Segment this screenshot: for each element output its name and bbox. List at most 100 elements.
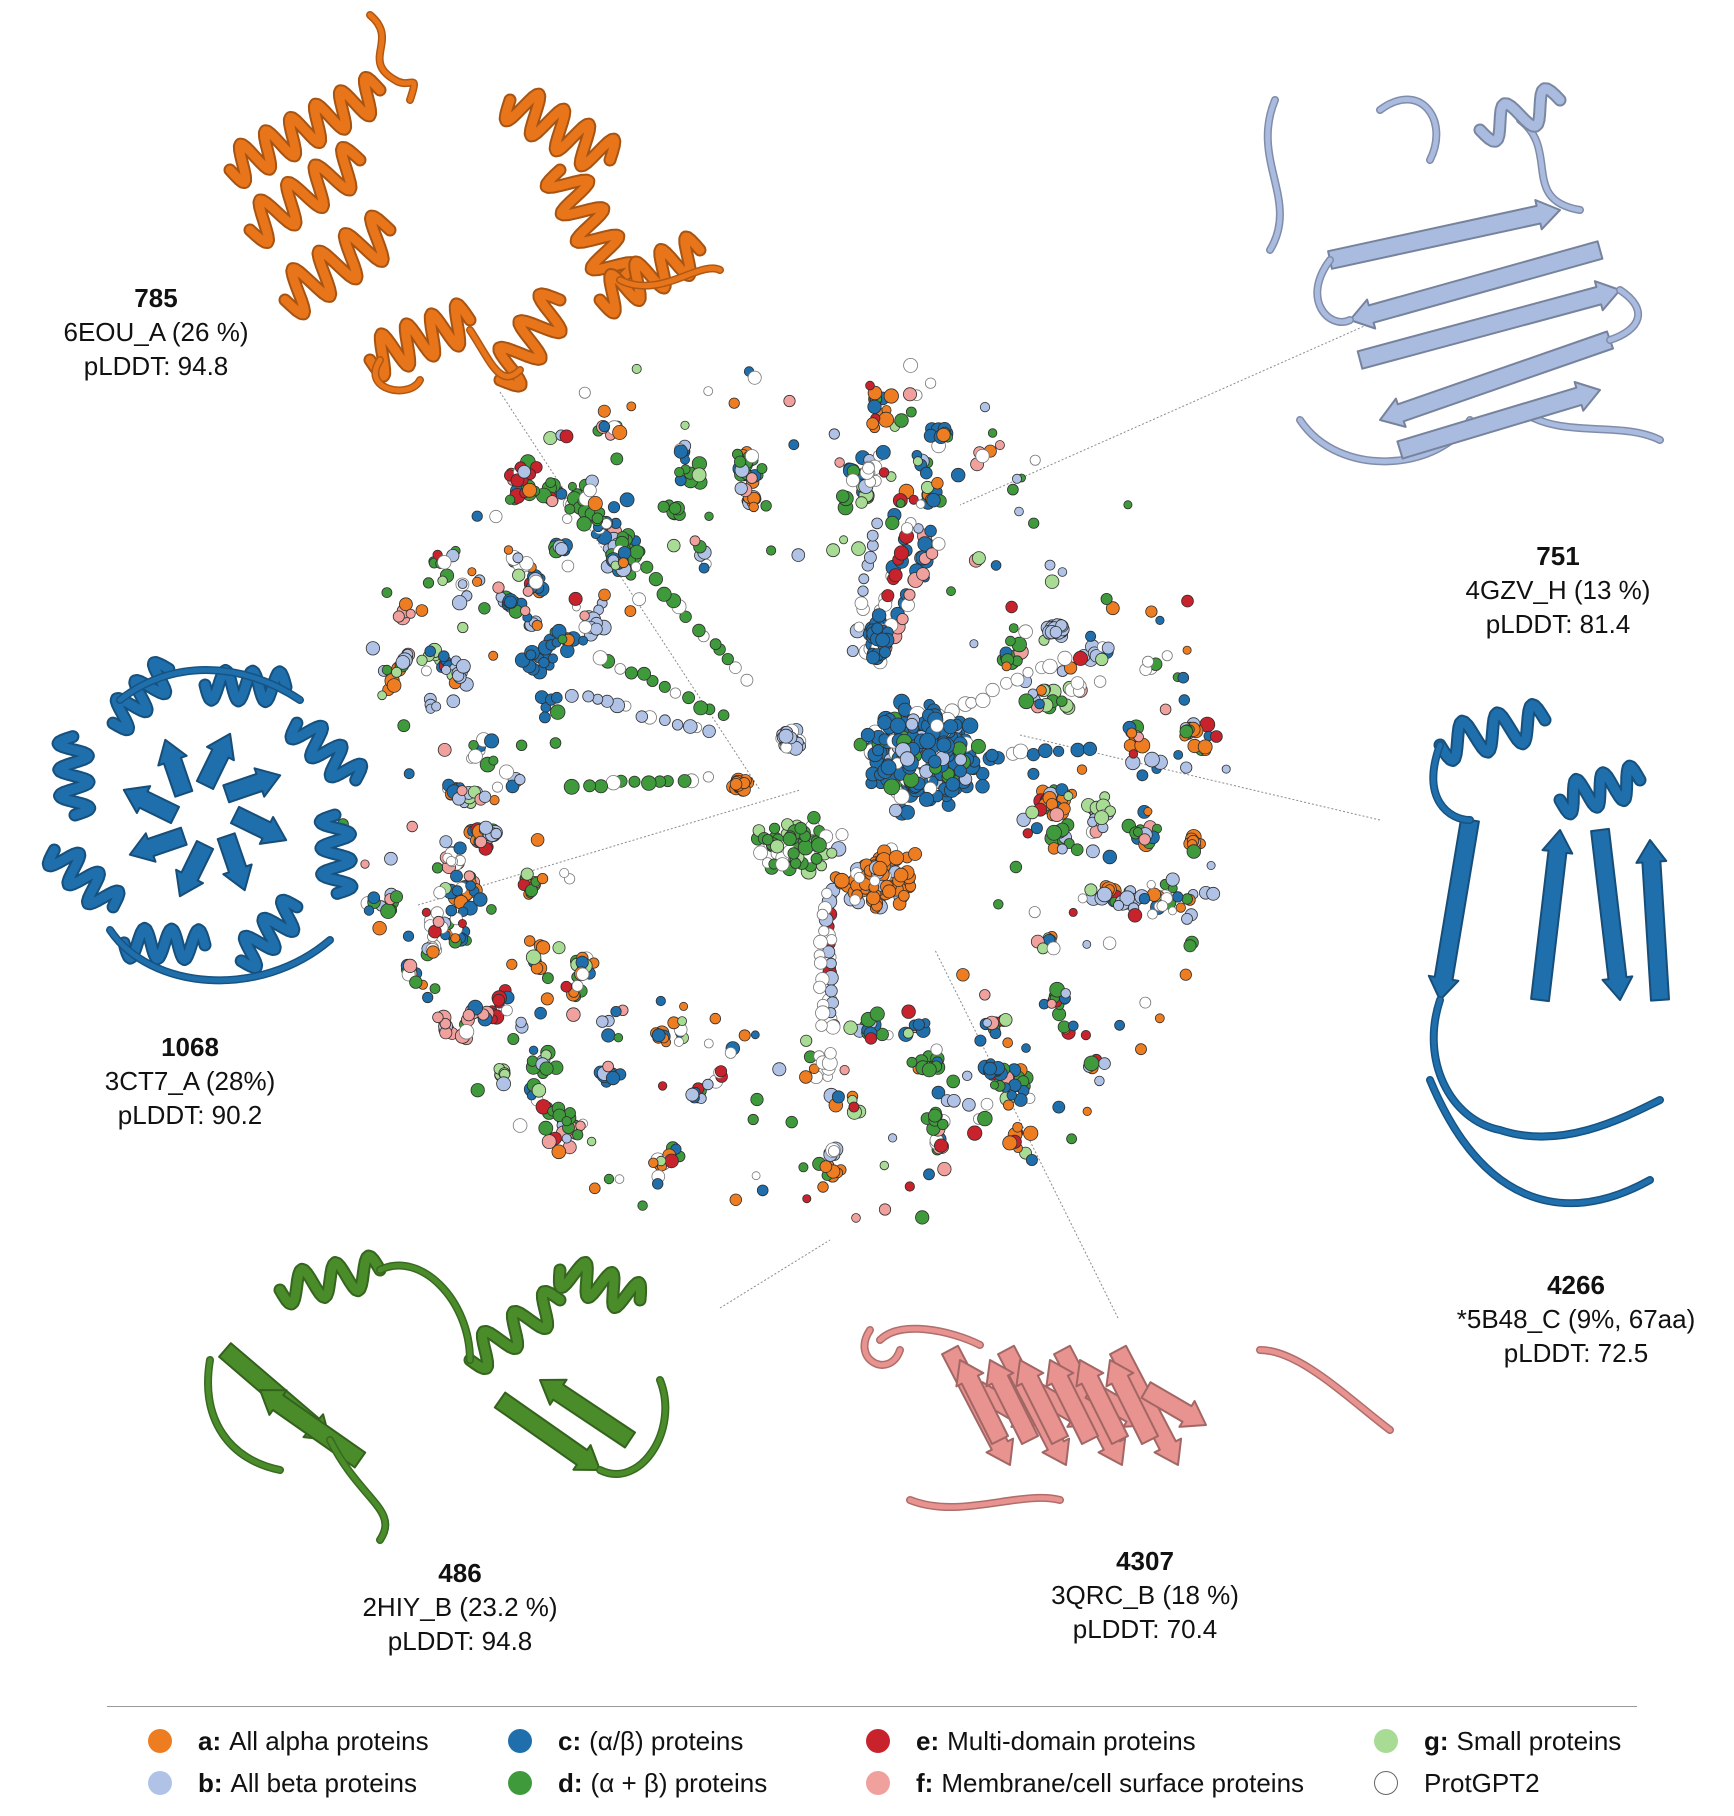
network-node (652, 1178, 664, 1190)
network-node (1139, 996, 1152, 1009)
network-node (888, 850, 905, 866)
network-node (1182, 645, 1192, 655)
annotation-id: 486 (438, 1558, 482, 1588)
network-node (787, 847, 800, 860)
network-node (547, 653, 559, 664)
network-node (871, 622, 884, 635)
network-node (1049, 807, 1065, 822)
network-node (872, 744, 885, 757)
network-node (1003, 1099, 1015, 1111)
network-node (703, 386, 714, 397)
network-node (826, 847, 838, 859)
network-node (429, 983, 441, 994)
network-node (961, 717, 979, 734)
beta-strand-arrow (1327, 199, 1561, 270)
network-node (839, 1065, 850, 1076)
network-node (550, 691, 563, 704)
network-node (543, 431, 558, 446)
network-node (1025, 805, 1039, 820)
network-node (724, 1047, 737, 1059)
network-node (689, 535, 701, 547)
network-node (817, 1181, 829, 1193)
network-node (519, 556, 534, 571)
network-node (456, 658, 471, 674)
beta-strand-arrow (157, 738, 194, 798)
network-node (540, 992, 554, 1006)
network-node (729, 661, 742, 674)
network-node (865, 380, 875, 391)
helix-ribbon (1475, 84, 1565, 146)
network-node (896, 498, 906, 508)
network-node (550, 704, 566, 720)
network-node (760, 500, 772, 512)
network-node (709, 1012, 722, 1025)
network-node (729, 778, 743, 791)
network-node (1028, 517, 1040, 529)
helix-ribbon (500, 89, 620, 171)
network-node (1179, 968, 1192, 981)
network-node (624, 605, 637, 617)
network-node (1007, 483, 1019, 496)
annotation-pdb-match: 2HIY_B (23.2 %) (362, 1592, 558, 1622)
network-node (751, 1171, 761, 1181)
beta-strand-arrow (222, 767, 282, 804)
network-node (1143, 807, 1153, 817)
network-node (578, 635, 588, 646)
network-node (1168, 906, 1177, 916)
network-node (1113, 899, 1125, 911)
beta-strand-arrow (1140, 1381, 1207, 1428)
network-node (902, 1027, 914, 1039)
network-node (406, 820, 418, 833)
network-node (1034, 698, 1045, 710)
network-node (398, 597, 413, 612)
network-node (912, 1018, 925, 1031)
network-node (921, 1062, 937, 1078)
network-node (512, 568, 526, 582)
network-node (1070, 676, 1085, 690)
network-node (1012, 473, 1023, 484)
network-node (1068, 1020, 1079, 1032)
network-node (693, 700, 709, 716)
network-node (446, 694, 461, 708)
network-node (879, 646, 892, 659)
network-node (679, 1001, 689, 1011)
annotation-pdb-match: 3CT7_A (28%) (104, 1066, 276, 1096)
network-node (926, 493, 941, 508)
network-node (587, 495, 603, 511)
legend-swatch (508, 1729, 532, 1753)
annotation-plddt: pLDDT: 81.4 (1485, 609, 1631, 639)
network-node (717, 709, 730, 721)
network-node (1068, 907, 1078, 917)
network-node (682, 691, 695, 705)
network-node (555, 488, 568, 500)
network-node (815, 1005, 831, 1021)
network-node (1006, 1090, 1018, 1101)
network-node (500, 1004, 513, 1017)
network-node (567, 481, 577, 491)
network-node (380, 903, 397, 919)
network-node (831, 1090, 845, 1104)
legend-swatch (866, 1729, 890, 1753)
network-node (618, 557, 629, 569)
network-node (619, 492, 635, 508)
network-node (898, 889, 910, 902)
network-node (658, 680, 671, 693)
network-node (866, 417, 879, 430)
beta-strand-arrow (1349, 240, 1604, 330)
network-node (879, 1160, 890, 1171)
network-node (680, 420, 690, 430)
network-node (1008, 1078, 1022, 1092)
leader-line-751 (959, 319, 1379, 506)
network-node (597, 404, 611, 418)
network-node (667, 538, 681, 553)
network-node (552, 941, 566, 955)
beta-strand-arrow (259, 1389, 367, 1469)
network-node (1093, 675, 1107, 688)
network-node (422, 991, 434, 1004)
helix-ribbon (43, 845, 124, 912)
network-node (631, 363, 642, 374)
network-node (855, 496, 868, 509)
legend-key: c: (558, 1725, 582, 1756)
network-node (903, 588, 916, 601)
network-node (528, 574, 544, 590)
